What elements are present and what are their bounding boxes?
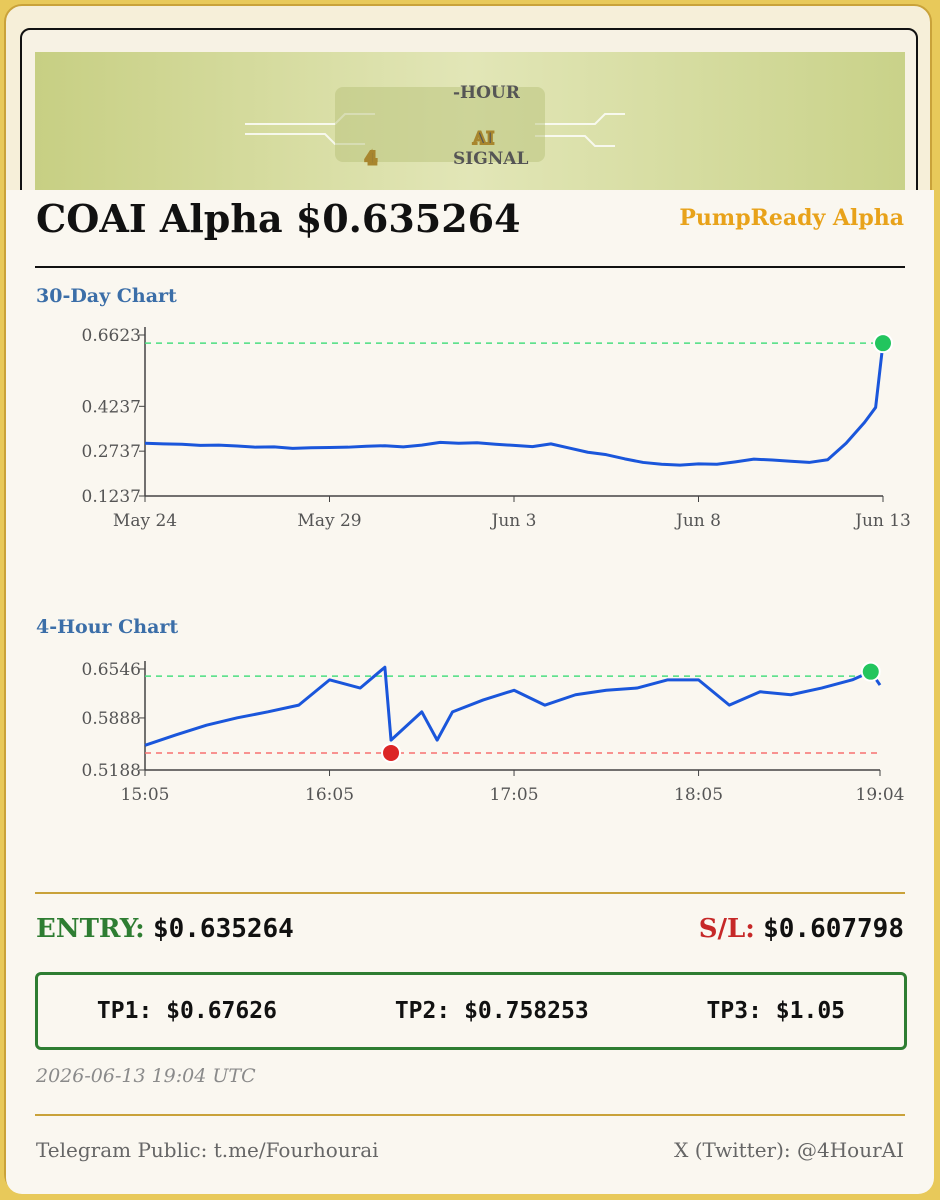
target: TP1: $0.67626 [97,998,277,1024]
targets: TP1: $0.67626 TP2: $0.758253 TP3: $1.05 [35,972,907,1050]
target-value: $1.05 [775,998,846,1024]
divider [35,266,905,268]
x-tick-label: 15:05 [121,785,170,805]
logo-middle: AI [472,129,494,149]
y-tick-label: 0.2737 [82,442,141,462]
marker [381,742,402,763]
x-tick-label: Jun 13 [853,511,911,531]
x-tick-label: Jun 3 [490,511,537,531]
header-title: COAI Alpha $0.635264 [36,196,521,241]
divider [35,892,905,894]
logo: 4 -HOUR AI SIGNAL [245,83,625,171]
stop-loss-value: $0.607798 [763,914,904,944]
banner: 4 -HOUR AI SIGNAL [35,52,905,190]
entry: ENTRY: $0.635264 [36,914,294,944]
marker [873,333,893,354]
target: TP3: $1.05 [707,998,846,1024]
chart-title: 4-Hour Chart [36,616,179,638]
x-tick-label: May 29 [297,511,361,531]
stop-loss: S/L: $0.607798 [699,914,904,944]
marker [860,661,881,682]
target-label: TP3: [706,998,762,1024]
target-label: TP2: [394,998,451,1024]
telegram-link[interactable]: Telegram Public: t.me/Fourhourai [36,1138,379,1162]
chart-title: 30-Day Chart [36,285,177,307]
target: TP2: $0.758253 [395,998,589,1024]
target-label: TP1: [96,998,153,1024]
twitter-link[interactable]: X (Twitter): @4HourAI [674,1138,904,1162]
header-tag: PumpReady Alpha [679,205,904,231]
x-tick-label: May 24 [113,511,177,531]
x-tick-label: 19:04 [856,785,905,805]
divider [35,1114,905,1116]
entry-label: ENTRY: [36,914,145,944]
target-value: $0.758253 [464,998,589,1024]
y-tick-label: 0.5188 [82,761,141,781]
logo-digit: 4 [365,149,377,169]
stop-loss-label: S/L: [698,914,755,944]
x-tick-label: 16:05 [305,785,354,805]
price-line [144,665,882,747]
target-value: $0.67626 [166,998,277,1024]
charts: 0.1237 0.2737 0.4237 0.6623 May 24 May 29 Jun … [82,326,911,805]
y-tick-label: 0.6546 [82,660,141,680]
y-tick-label: 0.6623 [82,326,141,346]
x-tick-label: 18:05 [674,785,723,805]
logo-bottom: SIGNAL [453,149,528,169]
y-tick-label: 0.4237 [82,397,141,417]
x-tick-label: 17:05 [490,785,539,805]
card [6,190,934,1194]
x-tick-label: Jun 8 [674,511,721,531]
timestamp: 2026-06-13 19:04 UTC [36,1065,256,1087]
y-tick-label: 0.1237 [82,487,141,507]
price-line [144,342,885,467]
y-tick-label: 0.5888 [82,709,141,729]
entry-value: $0.635264 [152,914,294,944]
logo-top: -HOUR [453,83,521,103]
